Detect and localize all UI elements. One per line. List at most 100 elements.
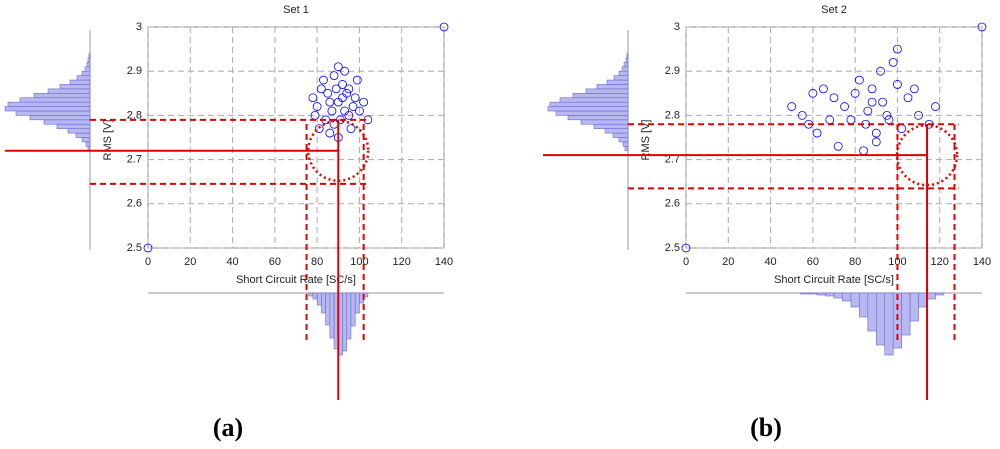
y-tick-label: 2.9 — [665, 65, 680, 77]
data-point — [346, 124, 356, 134]
data-point — [350, 93, 360, 103]
data-point — [316, 84, 326, 94]
data-point — [871, 128, 881, 138]
data-point — [903, 93, 913, 103]
histogram-bar — [312, 292, 318, 300]
data-point — [331, 84, 341, 94]
histogram-bar — [613, 75, 629, 81]
plot-area — [685, 26, 983, 249]
y-tick-label: 2.5 — [127, 242, 142, 254]
histogram-bar — [567, 115, 629, 121]
data-point — [355, 106, 364, 116]
histogram-bar — [622, 141, 629, 147]
x-tick-label: 20 — [722, 256, 734, 268]
data-point — [352, 75, 362, 85]
data-point — [319, 75, 328, 85]
x-tick-label: 60 — [807, 256, 819, 268]
histogram-bar — [593, 123, 629, 129]
histogram-bar — [342, 292, 348, 352]
data-point — [312, 102, 322, 111]
histogram-bar — [67, 128, 91, 134]
y-tick-label: 2.6 — [665, 198, 680, 210]
histogram-bar — [84, 66, 91, 72]
data-point — [314, 124, 324, 134]
y-tick-label: 2.8 — [665, 109, 680, 121]
histogram-bar — [626, 53, 629, 59]
x-tick-label: 60 — [269, 256, 281, 268]
data-point — [867, 97, 877, 107]
data-point — [344, 84, 354, 94]
histogram-bar — [808, 292, 818, 295]
histogram-bar — [75, 132, 91, 138]
histogram-bar — [56, 123, 91, 129]
data-point — [327, 106, 337, 116]
data-point — [914, 111, 923, 120]
data-point — [977, 22, 987, 32]
histogram-bar — [816, 292, 826, 296]
data-point — [854, 75, 864, 85]
histogram-bar — [612, 132, 629, 138]
data-point — [323, 88, 333, 98]
x-tick-label: 100 — [888, 256, 906, 268]
histogram-bar — [350, 292, 356, 327]
histogram-bar — [33, 93, 91, 99]
histogram-bar — [624, 146, 629, 152]
histogram-bar — [69, 79, 91, 85]
data-point — [931, 102, 940, 111]
histogram-bar — [623, 62, 629, 68]
data-point — [340, 106, 350, 116]
data-point — [871, 137, 881, 147]
histogram-bar — [87, 57, 91, 63]
histogram-bar — [825, 292, 835, 297]
y-tick-label: 2.6 — [127, 198, 142, 210]
histogram-bar — [799, 292, 809, 295]
x-tick-label: 0 — [683, 256, 689, 268]
histogram-bar — [308, 292, 314, 297]
y-tick-label: 2.9 — [127, 65, 142, 77]
histogram-bar — [935, 292, 945, 296]
x-tick-label: 20 — [184, 256, 196, 268]
data-point — [893, 44, 902, 54]
histogram-bar — [316, 292, 322, 306]
x-tick-label: 40 — [226, 256, 238, 268]
data-point — [787, 102, 797, 111]
histogram-bar — [7, 101, 91, 107]
data-point — [863, 106, 873, 116]
x-tick-label: 140 — [973, 256, 991, 268]
histogram-bar — [618, 137, 629, 143]
histogram-bar — [76, 75, 91, 81]
histogram-bar — [859, 292, 869, 318]
histogram-bar — [547, 106, 629, 112]
data-point — [338, 93, 347, 103]
x-tick-label: 40 — [764, 256, 776, 268]
data-point — [893, 80, 902, 89]
histogram-bar — [19, 97, 91, 103]
histogram-bar — [88, 53, 91, 59]
y-tick-label: 3 — [674, 21, 680, 33]
data-point — [812, 128, 822, 138]
histogram-bar — [580, 119, 629, 125]
data-point — [329, 71, 339, 81]
data-point — [867, 84, 877, 94]
data-point — [333, 62, 343, 72]
data-point — [840, 102, 849, 111]
chart-title: Set 1 — [283, 4, 309, 16]
histogram-bar — [918, 292, 928, 308]
histogram-bar — [842, 292, 852, 302]
histogram-bar — [875, 292, 886, 346]
data-point — [850, 88, 860, 98]
histogram-bar — [606, 79, 629, 85]
histogram-bar — [81, 137, 91, 143]
histogram-bar — [15, 110, 91, 116]
histogram-bar — [4, 106, 91, 112]
histogram-bar — [47, 88, 91, 94]
histogram-bar — [604, 128, 629, 134]
data-point — [325, 97, 335, 107]
y-axis-label: RMS [V] — [640, 120, 652, 161]
data-point — [819, 84, 828, 94]
tolerance-circle — [895, 123, 959, 187]
histogram-bar — [596, 84, 629, 90]
histogram-bar — [81, 70, 91, 76]
histogram-bar — [884, 292, 894, 356]
